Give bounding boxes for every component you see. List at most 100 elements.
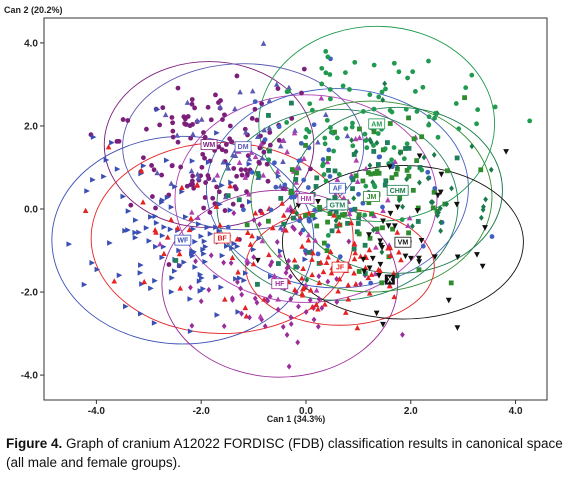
point-am [306,129,312,135]
point-gtm [225,193,231,199]
point-jm [326,156,331,161]
point-hm [276,252,283,258]
point-hf [346,238,352,245]
point-am [426,114,432,120]
point-chm [449,185,454,192]
point-wm [299,90,304,96]
point-dm [315,139,321,145]
point-hm [188,209,195,215]
point-gtm [276,261,281,266]
point-jf [351,270,357,276]
point-gtm [403,146,408,151]
point-am [350,143,356,149]
point-wf [218,284,224,291]
point-jm [372,171,378,176]
point-hf [296,303,301,310]
point-jf [391,293,398,300]
point-jm [244,222,250,228]
centroid-am: AM [368,118,386,130]
point-af [298,140,304,146]
point-bf [105,144,112,150]
point-wf [160,243,167,250]
point-wm [219,147,225,153]
point-wm [188,135,194,141]
point-dm [277,143,284,149]
point-chm [469,143,475,150]
point-wm [190,182,196,187]
point-dm [273,81,280,87]
point-bf [164,234,171,240]
point-hm [405,222,411,229]
point-jf [342,309,349,315]
point-wf [235,309,242,315]
svg-text:HF: HF [275,281,285,288]
point-am [389,157,395,163]
point-wf [81,281,88,288]
point-am [474,121,479,127]
point-wf [241,277,247,284]
point-dm [195,174,202,181]
point-jf [345,282,352,288]
point-wf [183,214,189,220]
point-wf [125,227,131,233]
point-jf [375,266,382,273]
point-wf [66,241,73,247]
point-chm [421,154,427,161]
point-hm [372,270,379,277]
point-gtm [293,176,299,182]
point-vm [454,325,461,331]
point-jf [328,270,335,276]
point-wm [238,167,244,173]
point-am [347,87,352,92]
point-wm [116,138,122,144]
point-am [426,122,432,128]
point-vm [402,253,409,260]
point-chm [417,179,422,186]
point-chm [294,210,300,217]
point-chm [400,203,405,210]
point-wf [234,243,241,250]
svg-text:X: X [387,276,393,285]
point-am [367,92,373,98]
point-wm [265,178,271,184]
point-bf [269,224,276,231]
point-jf [362,264,369,271]
point-jm [314,223,320,229]
point-jf [336,276,343,282]
point-wf [164,194,171,201]
point-gtm [351,152,357,157]
point-gtm [417,165,423,170]
point-jm [434,208,440,214]
point-hm [242,174,249,180]
point-wf [202,243,209,250]
point-wm [202,195,208,200]
point-am [432,115,437,121]
point-jm [414,158,420,163]
point-chm [367,162,373,169]
point-wf [200,285,206,292]
point-gtm [288,100,294,106]
point-af [292,194,297,200]
point-dm [266,125,273,131]
point-wf [229,245,235,252]
point-chm [333,217,339,224]
point-gtm [375,162,381,167]
point-wm [222,208,228,213]
point-gtm [333,209,339,215]
point-wm [259,101,265,107]
point-wf [196,221,202,227]
point-jf [291,257,298,263]
point-hf [400,331,405,338]
point-jf [299,243,305,249]
point-wf [94,266,101,273]
point-af [297,218,302,224]
centroid-gtm: GTM [326,199,349,211]
point-bf [247,241,254,247]
point-wm [227,123,233,129]
point-am [336,171,342,177]
point-wm [178,164,184,170]
point-wm [157,122,163,128]
point-wm [140,155,146,161]
point-wf [122,227,128,234]
point-bf [242,304,249,311]
